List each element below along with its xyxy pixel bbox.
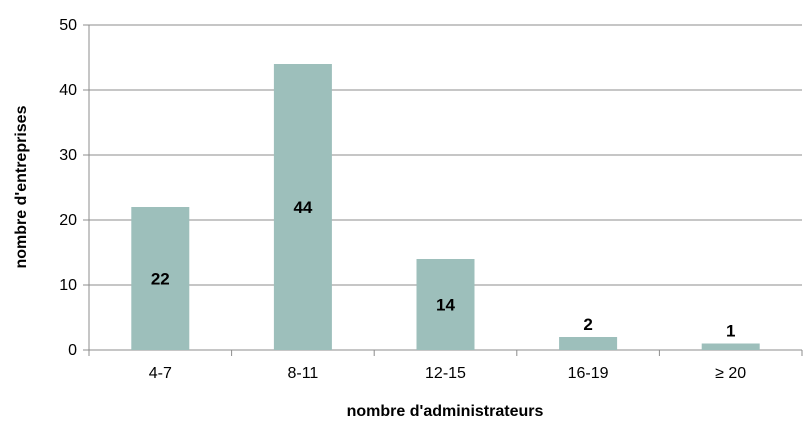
x-tick-label: 12-15 xyxy=(425,365,466,382)
y-tick-label: 30 xyxy=(59,147,77,164)
data-label: 1 xyxy=(726,322,735,341)
bars xyxy=(131,64,760,350)
bar-12-15 xyxy=(416,259,475,350)
y-tick-label: 50 xyxy=(59,17,77,34)
data-label: 22 xyxy=(151,270,170,289)
data-label: 2 xyxy=(583,315,592,334)
x-tick-label: 4-7 xyxy=(149,365,172,382)
bar-4-7 xyxy=(131,207,190,350)
gridlines xyxy=(89,24,802,286)
bar-16-19 xyxy=(559,337,618,350)
data-label: 14 xyxy=(436,296,455,315)
x-tick-label: 8-11 xyxy=(287,365,318,382)
x-tick-label: 16-19 xyxy=(568,365,609,382)
data-label: 44 xyxy=(293,198,312,217)
y-tick-label: 0 xyxy=(68,342,77,359)
x-axis-title: nombre d'administrateurs xyxy=(347,403,544,420)
bar-20 xyxy=(701,343,760,350)
bar-8-11 xyxy=(273,64,332,350)
y-tick-label: 10 xyxy=(59,277,77,294)
data-labels: 22 44 14 2 1 xyxy=(151,198,736,341)
y-tick-label: 40 xyxy=(59,82,77,99)
tick-labels: 0 10 20 30 40 50 4-7 8-11 12-15 16-19 ≥ 20 xyxy=(59,17,746,382)
y-axis-title: nombre d'entreprises xyxy=(13,105,30,268)
x-tick-label: ≥ 20 xyxy=(715,365,746,382)
y-tick-label: 20 xyxy=(59,212,77,229)
